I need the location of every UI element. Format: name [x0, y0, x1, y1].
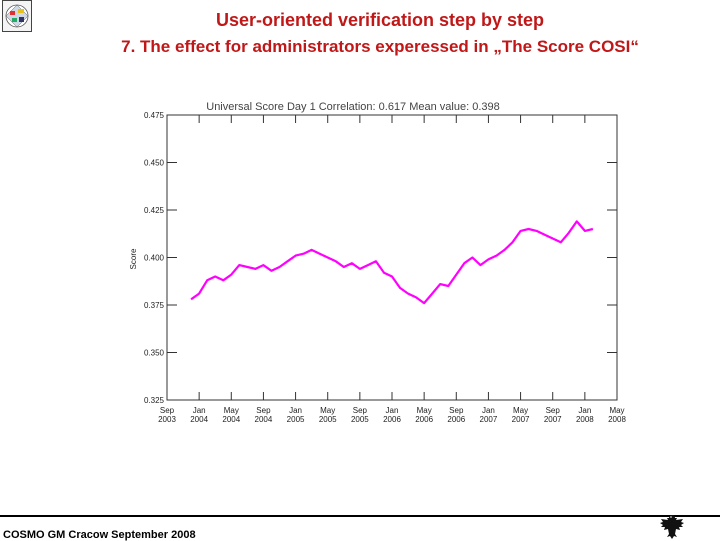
x-tick-label-month: Jan [289, 406, 302, 415]
x-tick-label-month: May [417, 406, 432, 415]
x-tick-label-month: Jan [578, 406, 591, 415]
x-tick-label-year: 2005 [319, 415, 337, 424]
x-tick-label-month: May [320, 406, 335, 415]
chart-axes [166, 114, 618, 401]
y-axis-label: Score [129, 248, 138, 269]
y-tick-label: 0.425 [144, 206, 165, 215]
x-tick-label-month: Sep [353, 406, 368, 415]
x-tick-label-month: Jan [193, 406, 206, 415]
x-tick-label-month: Sep [160, 406, 175, 415]
footer-text: COSMO GM Cracow September 2008 [3, 529, 196, 541]
footer-divider [0, 515, 720, 517]
x-tick-label-year: 2007 [480, 415, 498, 424]
y-tick-label: 0.400 [144, 254, 165, 263]
x-tick-label-month: Sep [546, 406, 561, 415]
x-tick-label-year: 2005 [287, 415, 305, 424]
x-tick-label-month: May [609, 406, 624, 415]
y-tick-label: 0.375 [144, 301, 165, 310]
x-tick-label-month: Sep [449, 406, 464, 415]
x-tick-label-year: 2003 [158, 415, 176, 424]
consortium-logo-icon [2, 0, 32, 32]
y-tick-label: 0.450 [144, 159, 165, 168]
y-tick-label: 0.325 [144, 396, 165, 405]
x-tick-label-month: Sep [256, 406, 271, 415]
x-tick-label-year: 2004 [222, 415, 240, 424]
plot-frame [166, 114, 618, 401]
score-chart: Universal Score Day 1 Correlation: 0.617… [129, 101, 626, 424]
x-tick-label-year: 2005 [351, 415, 369, 424]
x-tick-label-year: 2004 [255, 415, 273, 424]
x-tick-label-month: Jan [482, 406, 495, 415]
x-tick-label-year: 2007 [544, 415, 562, 424]
x-tick-label-year: 2006 [415, 415, 433, 424]
x-tick-label-month: May [224, 406, 239, 415]
y-tick-label: 0.350 [144, 349, 165, 358]
x-tick-label-year: 2006 [383, 415, 401, 424]
y-ticks: 0.475 0.450 0.425 0.400 0.375 0.350 0.325 [144, 111, 617, 405]
x-tick-label-year: 2006 [447, 415, 465, 424]
x-tick-label-month: Jan [386, 406, 399, 415]
x-ticks: Sep2003Jan2004May2004Sep2004Jan2005May20… [158, 115, 626, 424]
chart-title: Universal Score Day 1 Correlation: 0.617… [206, 101, 500, 113]
x-tick-label-year: 2008 [608, 415, 626, 424]
x-tick-label-year: 2008 [576, 415, 594, 424]
page-subtitle: 7. The effect for administrators experes… [121, 37, 639, 56]
page-title: User-oriented verification step by step [215, 10, 545, 30]
x-tick-label-year: 2007 [512, 415, 530, 424]
y-tick-label: 0.475 [144, 111, 165, 120]
x-tick-label-year: 2004 [190, 415, 208, 424]
eagle-emblem-icon [660, 515, 684, 539]
x-tick-label-month: May [513, 406, 528, 415]
score-series-line [190, 220, 594, 305]
